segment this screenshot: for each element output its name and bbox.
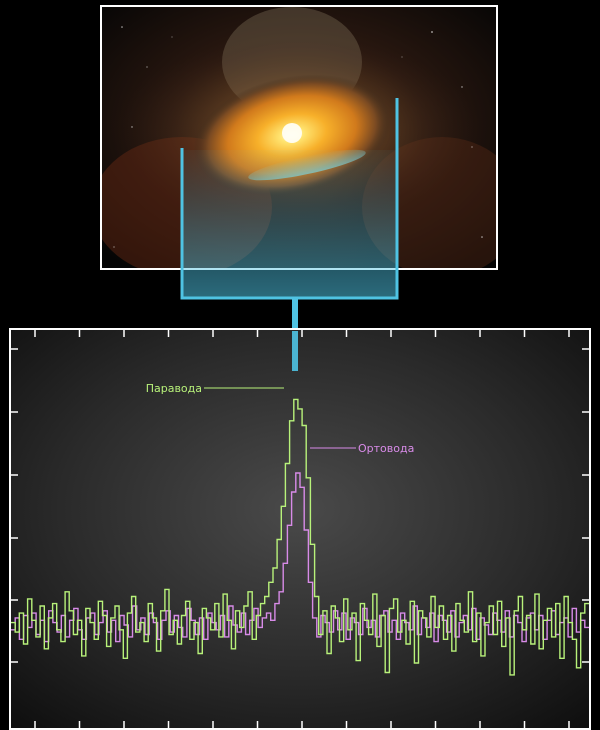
series-line-para xyxy=(11,398,589,676)
ortho-label: Ортовода xyxy=(358,442,414,455)
selection-bucket-fill xyxy=(182,150,397,298)
connector-stem-lower xyxy=(292,331,298,371)
selection-bucket-outline xyxy=(180,98,399,300)
para-label: Паравода xyxy=(146,382,202,395)
plot-area xyxy=(9,328,591,730)
axis-ticks xyxy=(10,329,590,729)
connector-stem xyxy=(292,298,298,332)
